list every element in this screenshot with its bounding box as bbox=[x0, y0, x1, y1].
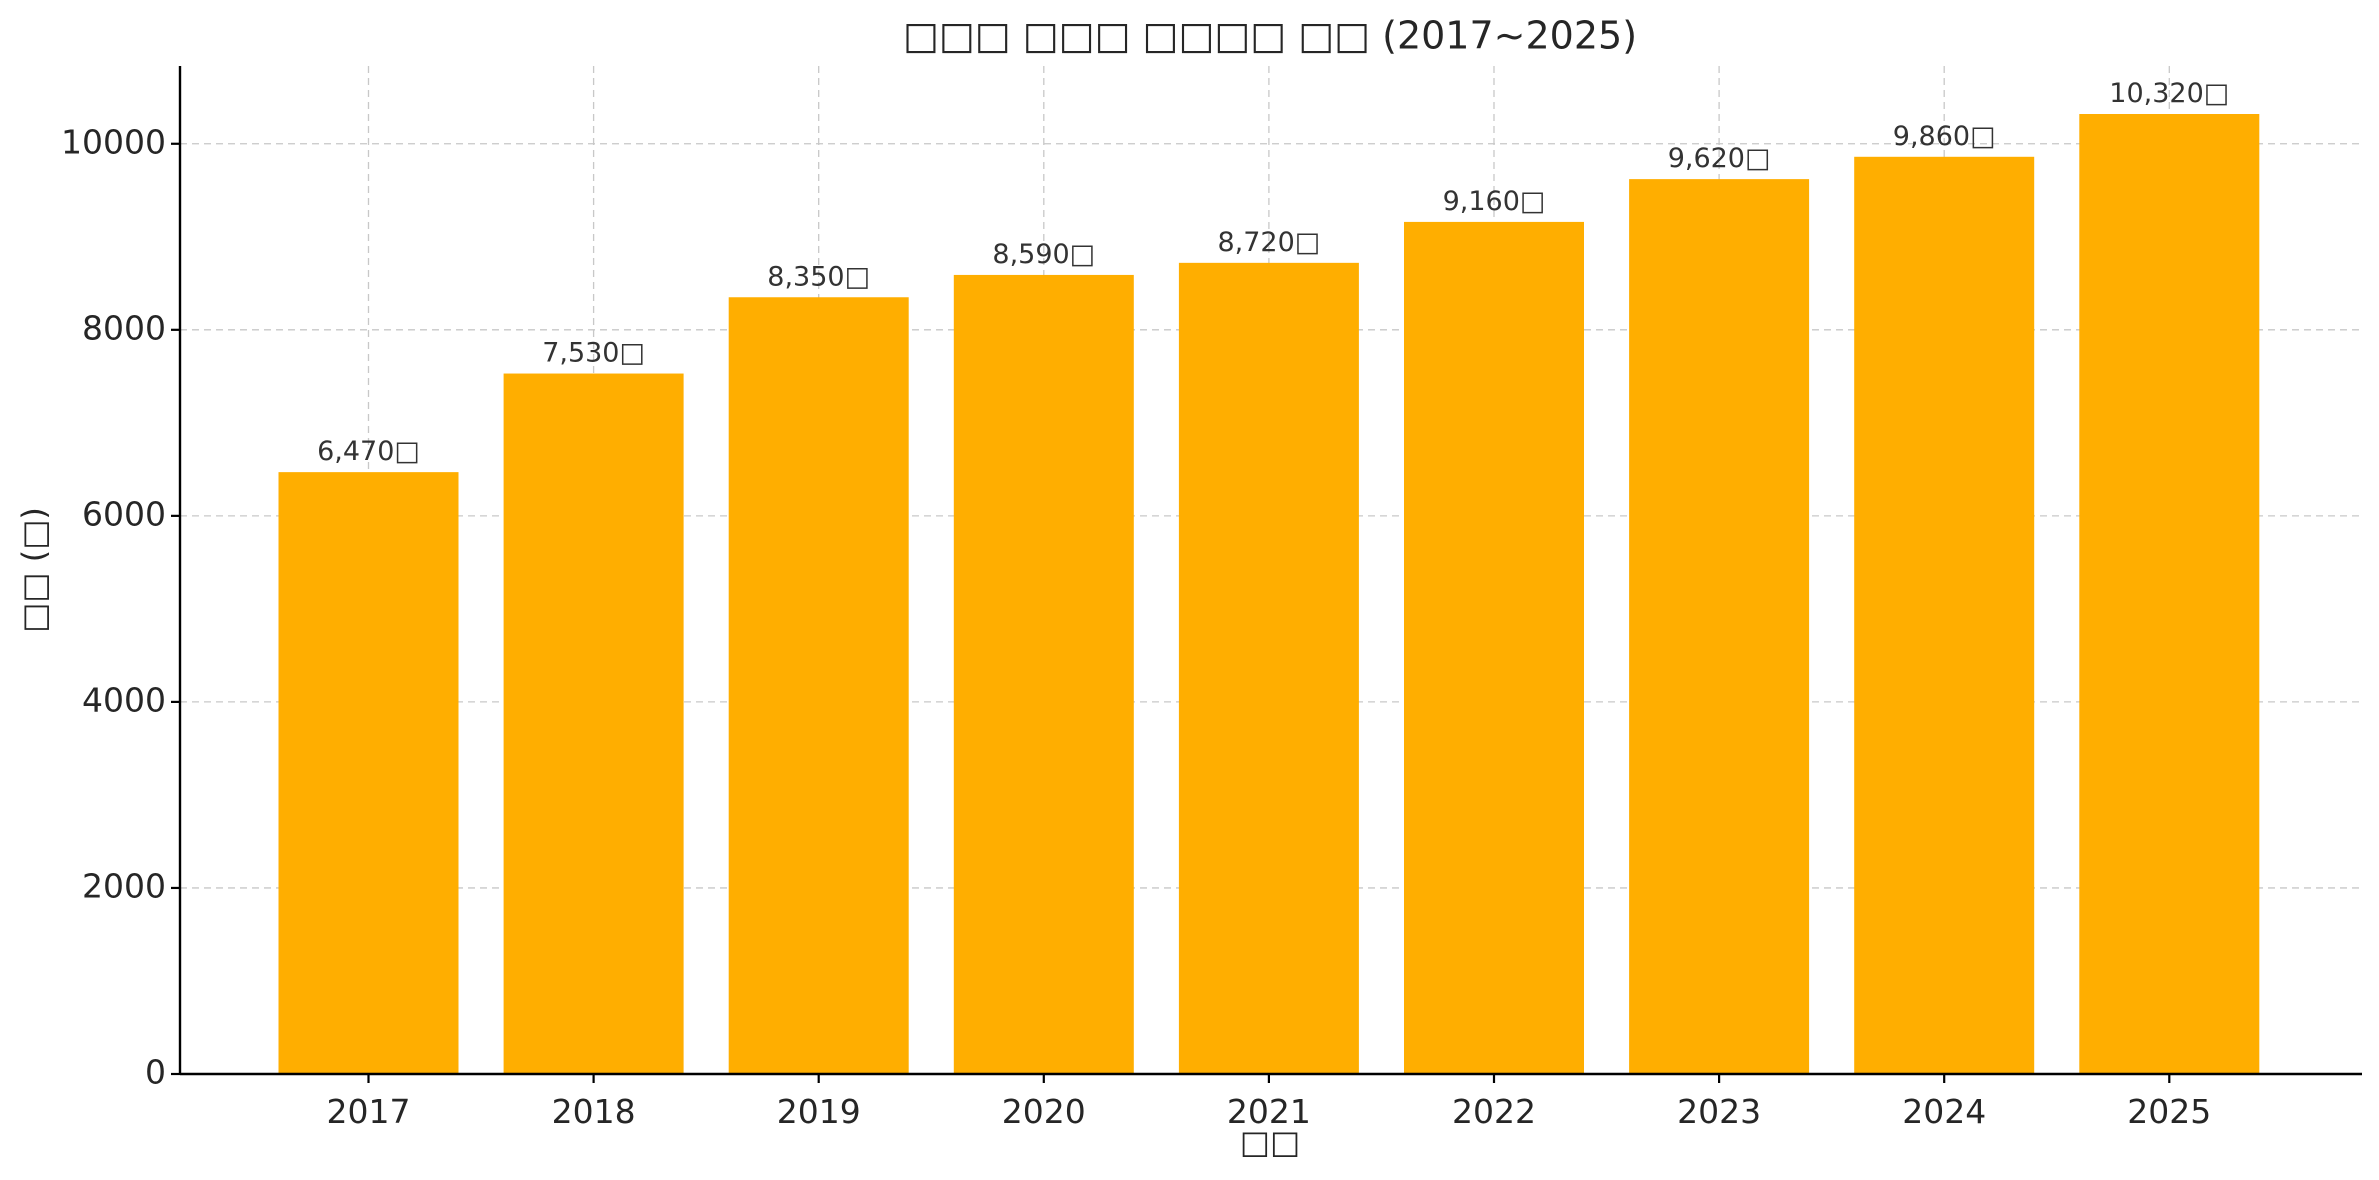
data-label-2017: 6,470□ bbox=[317, 436, 420, 467]
bar-2021 bbox=[1178, 262, 1359, 1074]
bar-2022 bbox=[1404, 221, 1584, 1074]
x-tick-label: 2020 bbox=[1002, 1092, 1086, 1131]
y-tick-label: 8000 bbox=[82, 308, 166, 347]
bar-2019 bbox=[728, 297, 909, 1074]
chart-title: □□□ □□□ □□□□ □□ (2017~2025) bbox=[903, 14, 1637, 58]
data-label-2020: 8,590□ bbox=[992, 239, 1095, 270]
data-label-2018: 7,530□ bbox=[542, 338, 645, 369]
data-label-2022: 9,160□ bbox=[1443, 186, 1546, 217]
bar-2018 bbox=[503, 373, 684, 1074]
bar-2024 bbox=[1854, 156, 2035, 1074]
data-label-2024: 9,860□ bbox=[1893, 121, 1996, 152]
bar-2020 bbox=[953, 274, 1134, 1074]
axes bbox=[178, 66, 2362, 1076]
bars bbox=[278, 114, 2260, 1074]
x-tick-label: 2025 bbox=[2127, 1092, 2211, 1131]
data-label-2021: 8,720□ bbox=[1217, 227, 1320, 258]
x-axis-label: □□ bbox=[1240, 1123, 1300, 1161]
y-tick-label: 0 bbox=[145, 1053, 166, 1092]
x-tick-label: 2021 bbox=[1227, 1092, 1311, 1131]
x-ticks: 2017 2018 2019 2020 2021 2022 2023 2024 2025 bbox=[327, 1074, 2211, 1131]
y-tick-label: 2000 bbox=[82, 866, 166, 905]
x-tick-label: 2022 bbox=[1452, 1092, 1536, 1131]
data-label-2023: 9,620□ bbox=[1668, 143, 1771, 174]
data-labels: 6,470□ 7,530□ 8,350□ 8,590□ 8,720□ 9,160□ 9,62… bbox=[317, 78, 2229, 467]
y-tick-label: 6000 bbox=[82, 494, 166, 533]
y-tick-label: 10000 bbox=[61, 122, 166, 161]
bar-2025 bbox=[2079, 114, 2260, 1074]
x-tick-label: 2019 bbox=[777, 1092, 861, 1131]
y-tick-label: 4000 bbox=[82, 680, 166, 719]
bar-2023 bbox=[1629, 179, 1810, 1074]
x-tick-label: 2023 bbox=[1677, 1092, 1761, 1131]
y-axis-label: □□ (□) bbox=[15, 507, 53, 633]
x-tick-label: 2018 bbox=[552, 1092, 636, 1131]
data-label-2019: 8,350□ bbox=[767, 261, 870, 292]
y-ticks: 0 2000 4000 6000 8000 10000 bbox=[61, 122, 180, 1092]
bar-2017 bbox=[278, 472, 459, 1074]
data-label-2025: 10,320□ bbox=[2109, 78, 2229, 109]
x-tick-label: 2024 bbox=[1902, 1092, 1986, 1131]
x-tick-label: 2017 bbox=[327, 1092, 411, 1131]
